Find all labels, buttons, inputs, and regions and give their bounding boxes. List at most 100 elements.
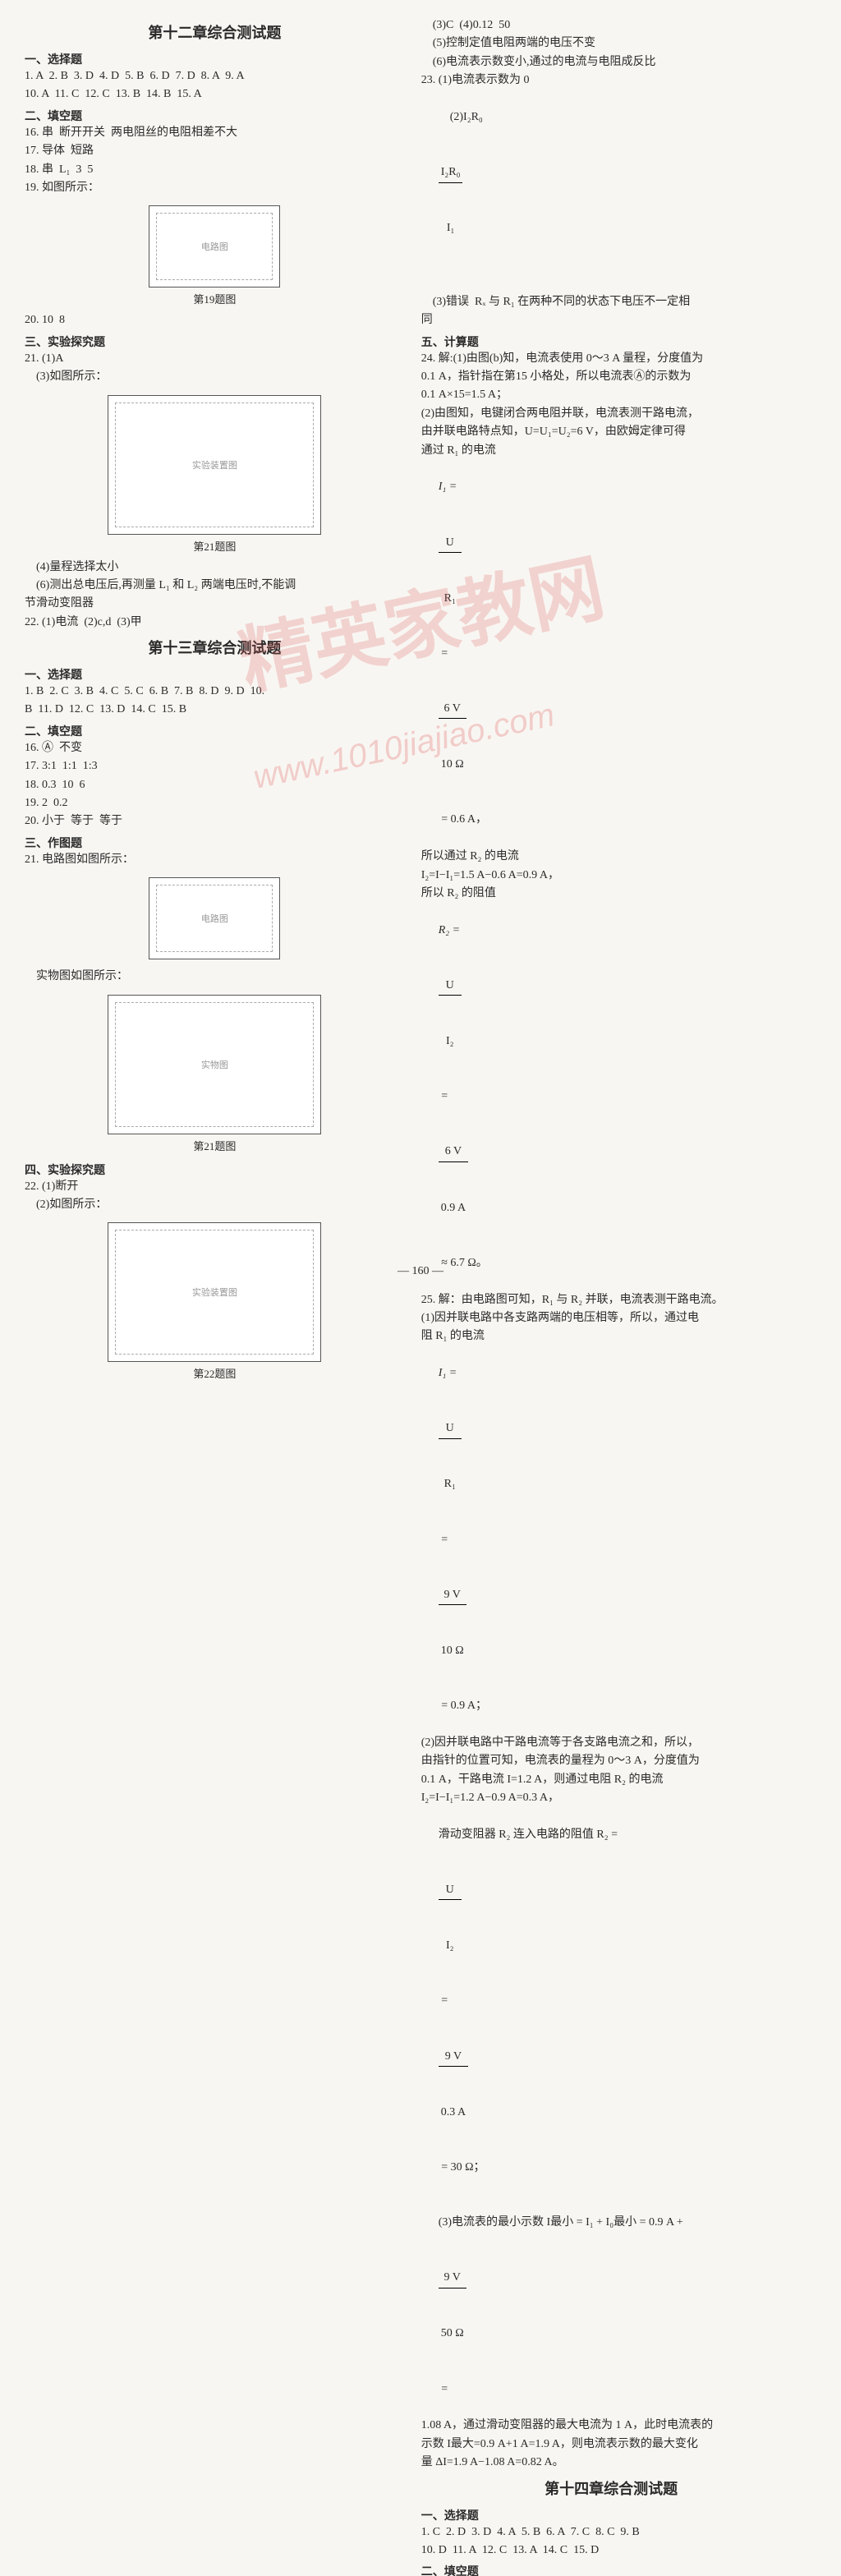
- q24-f2: R₂ = U I₂ = 6 V 0.9 A ≈ 6.7 Ω。: [421, 903, 802, 1290]
- figure-21b-real: 实物图 第21题图: [25, 991, 405, 1153]
- circuit-diagram-21b1: 电路图: [149, 877, 280, 959]
- right-column: (3)C (4)0.12 50 (5)控制定值电阻两端的电压不变 (6)电流表示…: [421, 16, 802, 1272]
- q24-f1-frac2: 6 V 10 Ω: [439, 663, 466, 811]
- q24-f2-pre: R₂ =: [439, 924, 463, 936]
- q21-3: (3)如图所示：: [25, 368, 405, 386]
- ch14-sec1: 一、选择题: [421, 2507, 802, 2523]
- q25-f1-eq: =: [439, 1534, 451, 1546]
- section-1-title: 一、选择题: [25, 51, 405, 67]
- figure-21b-caption: 第21题图: [193, 1138, 236, 1153]
- ch13-q19: 19. 2 0.2: [25, 794, 405, 812]
- q25-f3-post: =: [439, 2383, 448, 2395]
- q25-5: 1.08 A，通过滑动变阻器的最大电流为 1 A，此时电流表的 示数 I最大=0…: [421, 2417, 802, 2472]
- q24-2: (2)由图知，电键闭合两电阻并联，电流表测干路电流， 由并联电路特点知，U=U₁…: [421, 405, 802, 460]
- r5-frac: I₂R₀ I₁: [439, 126, 463, 274]
- frac-den: 10 Ω: [439, 1642, 466, 1660]
- q25-f1-post: = 0.9 A；: [439, 1700, 487, 1712]
- q25-1: 25. 解：由电路图可知，R₁ 与 R₂ 并联，电流表测干路电流。 (1)因并联…: [421, 1291, 802, 1346]
- r2: (5)控制定值电阻两端的电压不变: [421, 34, 802, 53]
- circuit-diagram-22: 实验装置图: [108, 1222, 321, 1362]
- ch13-q22-1: 22. (1)断开: [25, 1178, 405, 1196]
- ch14-mc: 1. C 2. D 3. D 4. A 5. B 6. A 7. C 8. C …: [421, 2523, 802, 2560]
- q19: 19. 如图所示：: [25, 179, 405, 197]
- chapter-14-title: 第十四章综合测试题: [421, 2477, 802, 2499]
- figure-19: 电路图 第19题图: [25, 202, 405, 306]
- frac-den: 50 Ω: [439, 2325, 466, 2343]
- r4: 23. (1)电流表示数为 0: [421, 71, 802, 90]
- r6: (3)错误 Rₓ 与 R₁ 在两种不同的状态下电压不一定相 同: [421, 293, 802, 330]
- ch13-sec1: 一、选择题: [25, 666, 405, 683]
- figure-22-caption: 第22题图: [193, 1365, 236, 1381]
- figure-21a-caption: 第21题图: [193, 538, 236, 554]
- r5: (2)I₂R₀ I₂R₀ I₁: [421, 90, 802, 293]
- frac-den: I₂: [439, 1033, 462, 1051]
- q25-f2-frac1: U I₂: [439, 1844, 462, 1992]
- q25-4-pre: (3)电流表的最小示数 I最小 = I₁ + I₀最小 = 0.9 A +: [439, 2216, 687, 2229]
- figure-22: 实验装置图 第22题图: [25, 1219, 405, 1381]
- figure-21b-circuit: 电路图: [25, 874, 405, 963]
- section-3-title: 三、实验探究题: [25, 334, 405, 350]
- q21-6: (6)测出总电压后,再测量 L₁ 和 L₂ 两端电压时,不能调 节滑动变阻器: [25, 577, 405, 614]
- frac-num: U: [439, 977, 462, 996]
- chapter-12-title: 第十二章综合测试题: [25, 21, 405, 43]
- frac-den: I₂: [439, 1937, 462, 1955]
- ch13-q20: 20. 小于 等于 等于: [25, 812, 405, 830]
- figure-21a: 实验装置图 第21题图: [25, 392, 405, 554]
- page-number: — 160 —: [398, 1265, 443, 1278]
- q24-f1-frac1: U R₁: [439, 497, 462, 645]
- q20: 20. 10 8: [25, 311, 405, 329]
- diagram-placeholder: 电路图: [156, 885, 273, 952]
- q25-f1: I₁ = U R₁ = 9 V 10 Ω = 0.9 A；: [421, 1346, 802, 1734]
- frac-num: 9 V: [439, 1586, 466, 1605]
- ch13-q21: 21. 电路图如图所示：: [25, 851, 405, 869]
- ch13-q18: 18. 0.3 10 6: [25, 776, 405, 794]
- frac-den: R₁: [439, 590, 462, 608]
- r5-den: I₁: [439, 219, 463, 237]
- left-column: 第十二章综合测试题 一、选择题 1. A 2. B 3. D 4. D 5. B…: [25, 16, 405, 1272]
- frac-num: 9 V: [439, 2048, 468, 2067]
- q17: 17. 导体 短路: [25, 142, 405, 160]
- q25-f2-eq: =: [439, 1994, 451, 2007]
- figure-19-caption: 第19题图: [193, 291, 236, 306]
- q24-3: 所以通过 R₂ 的电流 I₂=I−I₁=1.5 A−0.6 A=0.9 A， 所…: [421, 848, 802, 903]
- section-2-title: 二、填空题: [25, 108, 405, 124]
- frac-den: 0.9 A: [439, 1199, 468, 1217]
- frac-num: U: [439, 1419, 462, 1438]
- q25-f2-frac2: 9 V 0.3 A: [439, 2011, 468, 2159]
- diagram-placeholder: 实物图: [115, 1002, 314, 1127]
- diagram-placeholder: 实验装置图: [115, 1230, 314, 1355]
- frac-den: 0.3 A: [439, 2104, 468, 2122]
- ch13-sec3: 三、作图题: [25, 835, 405, 851]
- q24-f2-post: ≈ 6.7 Ω。: [439, 1257, 488, 1269]
- circuit-diagram-21a: 实验装置图: [108, 395, 321, 535]
- q24-f2-frac1: U I₂: [439, 940, 462, 1088]
- q21-4: (4)量程选择太小: [25, 559, 405, 577]
- q25-4: (3)电流表的最小示数 I最小 = I₁ + I₀最小 = 0.9 A + 9 …: [421, 2196, 802, 2417]
- ch13-sec2: 二、填空题: [25, 723, 405, 739]
- q18: 18. 串 L₁ 3 5: [25, 161, 405, 179]
- circuit-diagram-19: 电路图: [149, 205, 280, 288]
- ch13-real: 实物图如图所示：: [25, 968, 405, 986]
- q24-f1-eq: =: [439, 647, 451, 660]
- q25-f1-frac2: 9 V 10 Ω: [439, 1549, 466, 1697]
- ch13-mc: 1. B 2. C 3. B 4. C 5. C 6. B 7. B 8. D …: [25, 683, 405, 720]
- q24-f2-frac2: 6 V 0.9 A: [439, 1106, 468, 1254]
- q25-f1-pre: I₁ =: [439, 1367, 460, 1379]
- q24-1: 24. 解:(1)由图(b)知，电流表使用 0～3 A 量程，分度值为 0.1 …: [421, 350, 802, 405]
- frac-num: U: [439, 1881, 462, 1900]
- ch13-q16: 16. Ⓐ 不变: [25, 739, 405, 757]
- diagram-placeholder: 电路图: [156, 213, 273, 280]
- chapter-13-title: 第十三章综合测试题: [25, 637, 405, 658]
- q16: 16. 串 断开开关 两电阻丝的电阻相差不大: [25, 124, 405, 142]
- q25-2: (2)因并联电路中干路电流等于各支路电流之和，所以， 由指针的位置可知，电流表的…: [421, 1734, 802, 1808]
- r5-num: I₂R₀: [439, 163, 463, 182]
- ch13-q17: 17. 3:1 1:1 1:3: [25, 757, 405, 775]
- q22: 22. (1)电流 (2)c,d (3)甲: [25, 614, 405, 632]
- q25-f1-frac1: U R₁: [439, 1383, 462, 1531]
- ch12-mc-answers: 1. A 2. B 3. D 4. D 5. B 6. D 7. D 8. A …: [25, 67, 405, 104]
- q24-f1-pre: I₁ =: [439, 481, 460, 493]
- q25-f3-frac: 9 V 50 Ω: [439, 2232, 466, 2380]
- frac-den: R₁: [439, 1475, 462, 1493]
- diagram-placeholder: 实验装置图: [115, 402, 314, 527]
- circuit-diagram-21b2: 实物图: [108, 995, 321, 1134]
